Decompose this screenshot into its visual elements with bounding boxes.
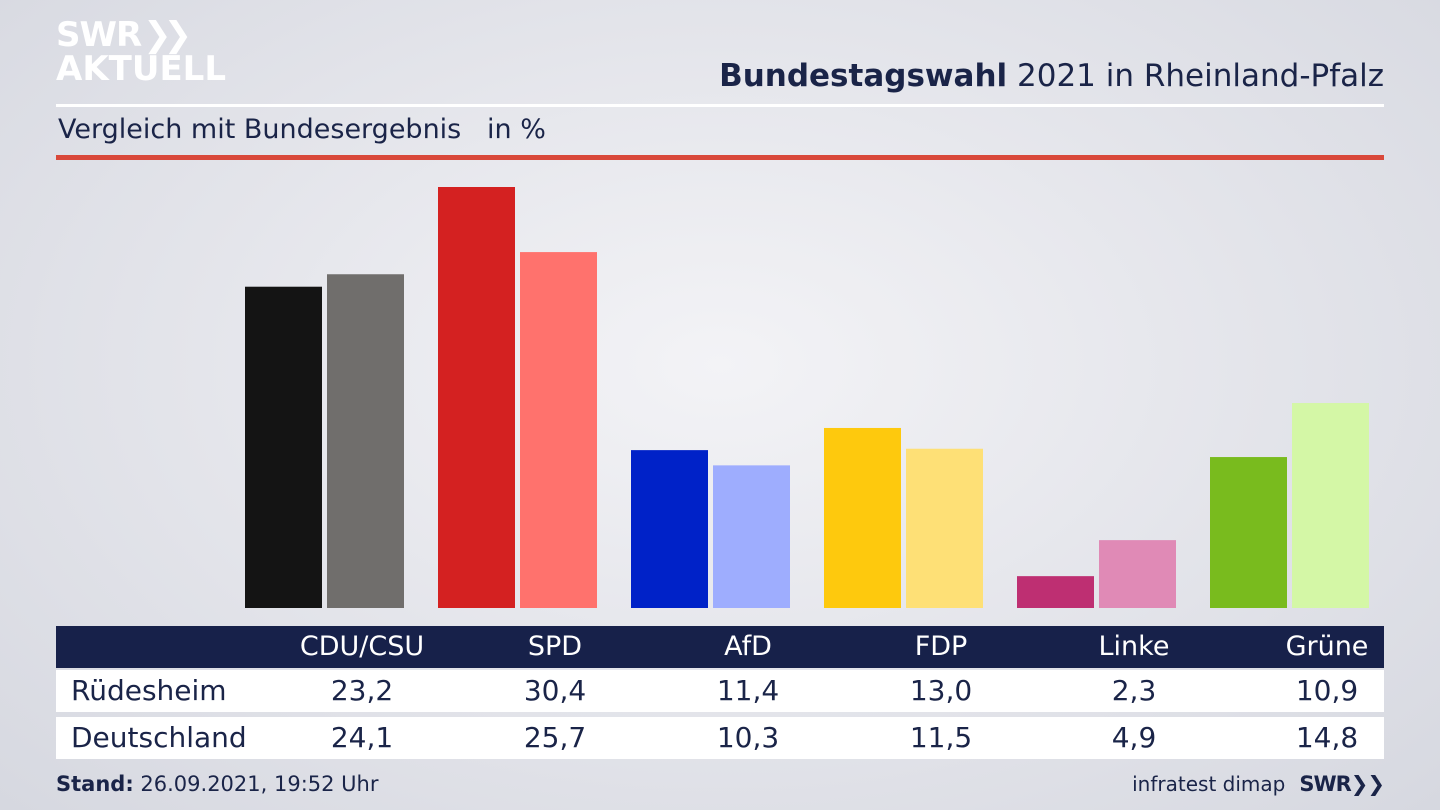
bar-gr-ne-deutschland (1292, 403, 1369, 608)
table-row-deutschland: Deutschland 24,1 25,7 10,3 11,5 4,9 14,8 (56, 717, 1384, 759)
timestamp: Stand: 26.09.2021, 19:52 Uhr (56, 772, 379, 796)
bar-linke-deutschland (1099, 540, 1176, 608)
subtitle-divider (56, 155, 1384, 160)
row-label-ruedesheim: Rüdesheim (71, 674, 227, 707)
chart-subtitle: Vergleich mit Bundesergebnis in % (58, 114, 546, 145)
value-cell: 11,5 (909, 721, 973, 754)
value-cell: 10,3 (716, 721, 780, 754)
category-header-row: CDU/CSU SPD AfD FDP Linke Grüne (56, 626, 1384, 668)
category-label: CDU/CSU (299, 631, 425, 662)
category-label: Grüne (1285, 631, 1369, 662)
source-text: infratest dimap (1132, 772, 1286, 796)
value-cell: 25,7 (523, 721, 587, 754)
swr-brand-logo: SWR❯❯ (1299, 772, 1385, 796)
category-label: SPD (527, 631, 583, 662)
value-cell: 30,4 (523, 674, 587, 707)
bar-spd-r-desheim (438, 187, 515, 608)
value-cell: 4,9 (1111, 721, 1157, 754)
category-label: Linke (1098, 631, 1170, 662)
bar-chart (245, 187, 1369, 609)
stand-value: 26.09.2021, 19:52 Uhr (133, 772, 379, 796)
bar-afd-deutschland (713, 465, 790, 608)
source-credit: infratest dimap SWR❯❯ (1132, 772, 1385, 796)
row-label-deutschland: Deutschland (71, 721, 247, 754)
bar-cdu-csu-deutschland (327, 274, 404, 608)
brand-text: SWR (1299, 772, 1351, 796)
bar-fdp-r-desheim (824, 427, 901, 608)
value-cell: 2,3 (1111, 674, 1157, 707)
bar-spd-deutschland (520, 252, 597, 609)
title-divider (56, 104, 1384, 107)
swr-aktuell-logo: SWR ❯❯ AKTUELL (56, 18, 226, 86)
stand-label: Stand: (56, 772, 134, 796)
logo-chevron-icon: ❯❯ (143, 15, 192, 55)
value-cell: 11,4 (716, 674, 780, 707)
value-cell: 24,1 (330, 721, 394, 754)
title-bold: Bundestagswahl (719, 58, 1008, 94)
value-cell: 14,8 (1295, 721, 1359, 754)
category-label: AfD (724, 631, 772, 662)
bar-afd-r-desheim (631, 450, 708, 608)
value-cell: 13,0 (909, 674, 973, 707)
page-title: Bundestagswahl 2021 in Rheinland-Pfalz (719, 58, 1384, 94)
logo-aktuell-text: AKTUELL (56, 49, 227, 89)
bar-cdu-csu-r-desheim (245, 286, 322, 608)
table-row-ruedesheim: Rüdesheim 23,2 30,4 11,4 13,0 2,3 10,9 (56, 670, 1384, 712)
value-cell: 23,2 (330, 674, 394, 707)
bar-gr-ne-r-desheim (1210, 457, 1287, 608)
bar-fdp-deutschland (906, 448, 983, 608)
bar-linke-r-desheim (1017, 576, 1094, 608)
category-label: FDP (914, 631, 968, 662)
value-cell: 10,9 (1295, 674, 1359, 707)
title-rest: 2021 in Rheinland-Pfalz (1007, 58, 1384, 94)
logo-swr-text: SWR (56, 15, 142, 55)
